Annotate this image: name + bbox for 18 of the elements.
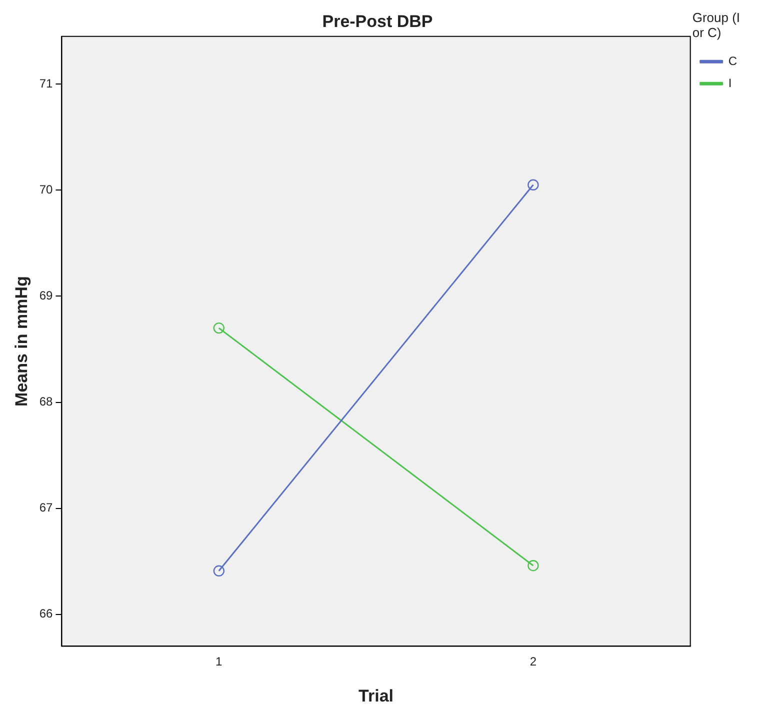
legend-label: I bbox=[728, 76, 732, 90]
point bbox=[528, 560, 539, 572]
y-tick-label: 70 bbox=[39, 182, 54, 196]
y-tick-label: 67 bbox=[39, 500, 54, 515]
y-tick-label: 68 bbox=[39, 394, 54, 409]
legend-title: Group (I or C) bbox=[692, 10, 740, 40]
y-axis-title: Means in mmHg bbox=[12, 276, 31, 406]
y-tick-label: 66 bbox=[39, 606, 54, 621]
y-tick-label: 71 bbox=[39, 76, 54, 90]
x-axis-title: Trial bbox=[358, 686, 394, 706]
point bbox=[528, 179, 539, 190]
legend-label: C bbox=[728, 54, 738, 68]
y-tick-label: 69 bbox=[39, 288, 54, 303]
point bbox=[213, 322, 224, 334]
x-tick-label: 2 bbox=[530, 654, 537, 669]
x-tick-label: 1 bbox=[216, 654, 223, 669]
point bbox=[213, 565, 224, 577]
chart-title: Pre-Post DBP bbox=[322, 12, 433, 31]
